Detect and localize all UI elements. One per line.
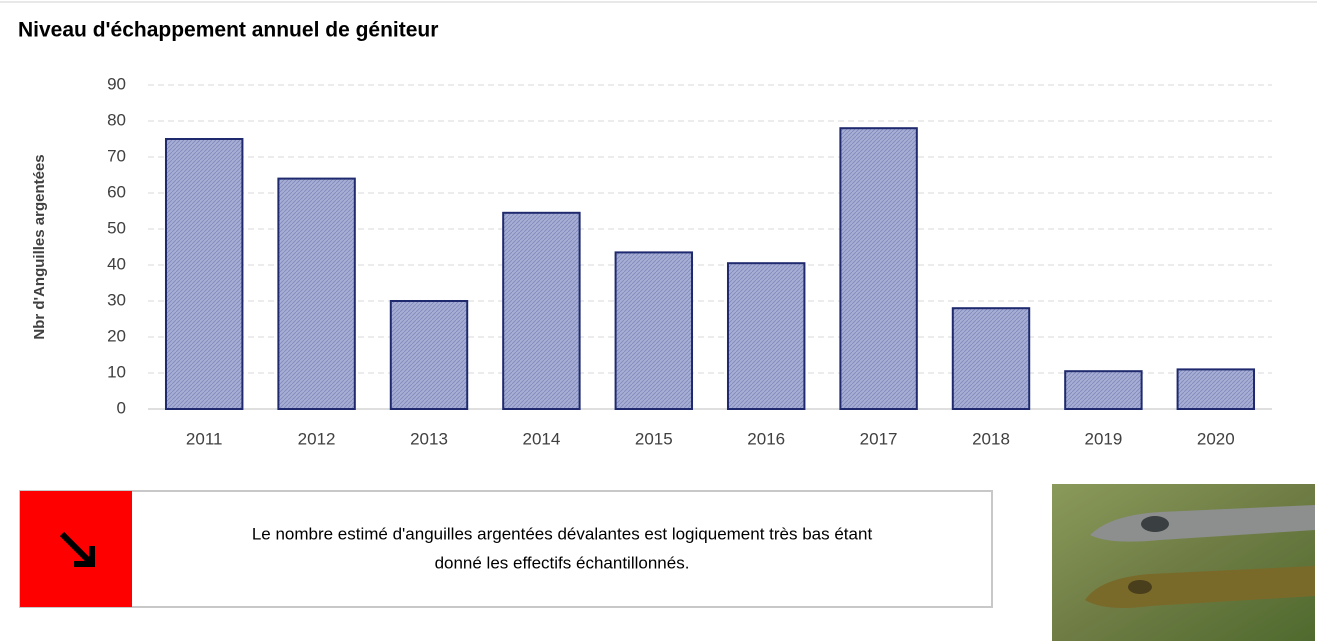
bar	[614, 251, 694, 410]
bar	[1064, 370, 1143, 411]
note-line: donné les effectifs échantillonnés.	[435, 553, 690, 572]
x-tick-label: 2018	[972, 429, 1010, 448]
y-tick-label: 20	[107, 326, 126, 345]
y-tick-label: 90	[107, 74, 126, 93]
x-tick-label: 2011	[186, 429, 223, 448]
y-tick-label: 50	[107, 218, 126, 237]
x-tick-label: 2020	[1197, 429, 1235, 448]
x-tick-label: 2014	[522, 429, 560, 448]
note-box	[19, 490, 993, 608]
y-tick-label: 70	[107, 146, 126, 165]
x-tick-label: 2015	[635, 429, 673, 448]
bar	[389, 300, 469, 410]
bar	[1176, 368, 1256, 410]
y-axis-label: Nbr d'Anguilles argentées	[31, 154, 48, 339]
eel-photo	[1052, 484, 1315, 641]
y-tick-label: 30	[107, 290, 126, 309]
y-tick-label: 40	[107, 254, 126, 273]
y-tick-label: 80	[107, 110, 126, 129]
y-tick-label: 0	[117, 398, 126, 417]
bar	[277, 177, 356, 410]
note-line: Le nombre estimé d'anguilles argentées d…	[252, 524, 873, 543]
bar	[502, 211, 581, 410]
x-tick-label: 2017	[860, 429, 898, 448]
x-tick-label: 2016	[747, 429, 785, 448]
trend-arrow	[59, 531, 95, 567]
y-tick-label: 10	[107, 362, 126, 381]
bar	[839, 127, 918, 410]
bar	[951, 307, 1031, 411]
y-tick-label: 60	[107, 182, 126, 201]
bar	[164, 138, 244, 410]
chart-title: Niveau d'échappement annuel de géniteur	[18, 19, 438, 42]
x-tick-label: 2012	[298, 429, 336, 448]
bar	[726, 262, 806, 411]
plot: 0 10 20 30 40 50 60 70 80 90 2011 2012 2013 2014 2015 2…	[107, 74, 1272, 448]
x-tick-label: 2013	[410, 429, 448, 448]
x-tick-label: 2019	[1084, 429, 1122, 448]
